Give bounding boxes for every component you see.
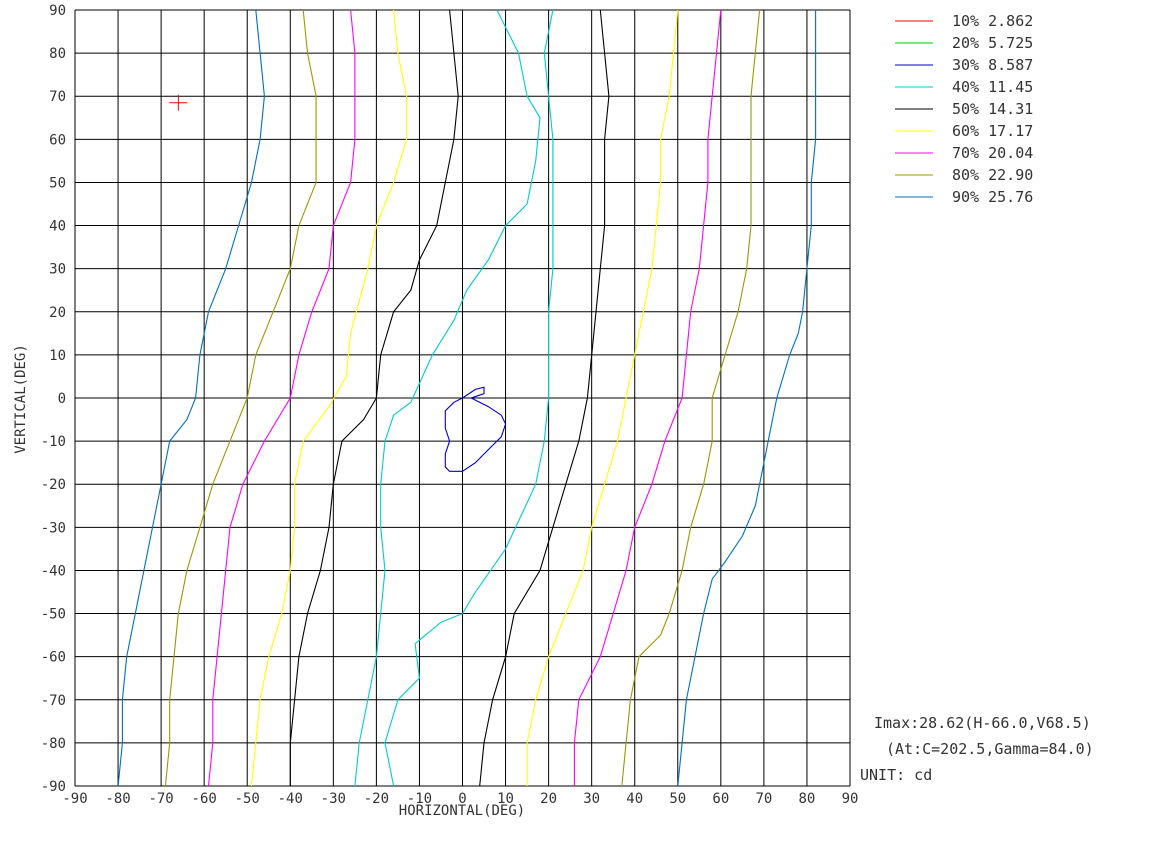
y-tick-labels: 90 80 70 60 50 40 30 20 10 0 -10 -20 -30 -40 -50 -60 -70… [41,3,66,795]
x-tick-label: 30 [583,791,600,807]
contour-line [677,10,817,787]
x-tick-label: 90 [842,791,859,807]
x-tick-label: 0 [458,791,466,807]
y-tick-label: 70 [49,89,66,105]
legend-label: 30% 8.587 [952,56,1033,74]
contour-lines [117,9,817,787]
x-tick-label: -10 [407,791,432,807]
x-tick-label: 50 [669,791,686,807]
contour-line [117,9,265,787]
angle-info-text: (At:C=202.5,Gamma=84.0) [886,740,1094,758]
contour-line [250,9,408,787]
legend-label: 80% 22.90 [952,166,1033,184]
legend-label: 40% 11.45 [952,78,1033,96]
x-tick-label: -60 [192,791,217,807]
contour-line [573,9,722,786]
y-tick-label: -70 [41,693,66,709]
contour-line [164,9,317,787]
imax-text: Imax:28.62(H-66.0,V68.5) [874,714,1091,732]
x-tick-label: 70 [755,791,772,807]
contour-line [207,9,356,787]
contour-line [289,9,459,786]
contour-line [444,386,507,472]
legend-label: 90% 25.76 [952,188,1033,206]
contour-line [621,9,761,787]
grid-lines [74,9,851,787]
y-tick-label: 90 [49,3,66,19]
legend-label: 50% 14.31 [952,100,1033,118]
contour-line [479,9,610,787]
x-tick-labels: -90 -80 -70 -60 -50 -40 -30 -20 -10 0 10 20 30 40 50 60… [62,791,858,807]
x-tick-label: -30 [321,791,346,807]
unit-text: UNIT: cd [860,766,932,784]
y-tick-label: -90 [41,779,66,795]
y-tick-label: 0 [58,391,66,407]
contour-line [384,9,554,787]
y-tick-label: 80 [49,46,66,62]
y-tick-label: 30 [49,262,66,278]
x-tick-label: -20 [364,791,389,807]
y-tick-label: -30 [41,520,66,536]
x-tick-label: -50 [235,791,260,807]
legend-label: 60% 17.17 [952,122,1033,140]
x-axis-title: HORIZONTAL(DEG) [399,803,525,819]
x-tick-label: 20 [540,791,557,807]
legend-label: 20% 5.725 [952,34,1033,52]
y-tick-label: -10 [41,434,66,450]
x-tick-label: 10 [497,791,514,807]
legend: 10% 2.862 20% 5.725 30% 8.587 40% 11.45 50% … [895,12,1033,206]
y-axis-title: VERTICAL(DEG) [13,344,29,454]
imax-marker [169,94,188,111]
y-tick-label: 20 [49,305,66,321]
legend-label: 70% 20.04 [952,144,1033,162]
y-tick-label: 50 [49,175,66,191]
x-tick-label: 40 [626,791,643,807]
x-tick-label: 80 [799,791,816,807]
x-tick-label: 60 [712,791,729,807]
info-block: Imax:28.62(H-66.0,V68.5) (At:C=202.5,Gam… [860,714,1094,784]
x-tick-label: -40 [278,791,303,807]
y-tick-label: 10 [49,348,66,364]
y-tick-label: -40 [41,563,66,579]
y-tick-label: -50 [41,607,66,623]
y-tick-label: -20 [41,477,66,493]
y-tick-label: -60 [41,650,66,666]
x-tick-label: -80 [105,791,130,807]
x-tick-label: -90 [62,791,87,807]
y-tick-label: 40 [49,219,66,235]
legend-label: 10% 2.862 [952,12,1033,30]
contour-line [526,9,679,786]
y-tick-label: 60 [49,132,66,148]
x-tick-label: -70 [148,791,173,807]
y-tick-label: -80 [41,736,66,752]
contour-line [354,9,541,787]
